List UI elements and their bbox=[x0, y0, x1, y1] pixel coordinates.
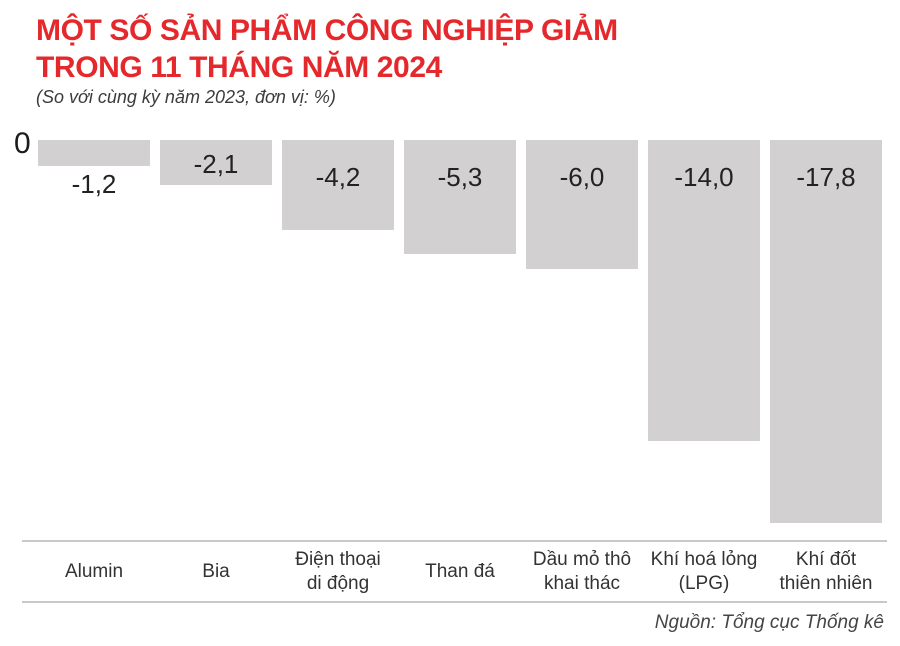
bar-2: -2,1 bbox=[160, 140, 272, 185]
chart-title-line1: MỘT SỐ SẢN PHẨM CÔNG NGHIỆP GIẢM bbox=[36, 14, 618, 47]
y-axis-zero-label: 0 bbox=[14, 127, 31, 160]
category-label-2: Bia bbox=[202, 560, 230, 582]
chart-title: MỘT SỐ SẢN PHẨM CÔNG NGHIỆP GIẢM TRONG 1… bbox=[36, 12, 618, 86]
bar-1: -1,2 bbox=[38, 140, 150, 199]
bar-7: -17,8 bbox=[770, 140, 882, 523]
x-axis-band: Alumin Bia Điện thoại di động Than đá Dầu mỏ… bbox=[22, 540, 887, 603]
bar-6: -14,0 bbox=[648, 140, 760, 441]
chart-title-line2: TRONG 11 THÁNG NĂM 2024 bbox=[36, 51, 442, 84]
bar-value-label: -6,0 bbox=[559, 162, 605, 192]
bar-3: -4,2 bbox=[282, 140, 394, 230]
bar-value-label: -5,3 bbox=[437, 162, 483, 192]
category-label-7: Khí đốt thiên nhiên bbox=[779, 548, 873, 594]
category-label-1: Alumin bbox=[64, 560, 124, 582]
category-label-5: Dầu mỏ thô khai thác bbox=[532, 548, 632, 594]
category-label-6: Khí hoá lỏng (LPG) bbox=[650, 548, 758, 594]
bar-value-label: -4,2 bbox=[315, 162, 361, 192]
source-credit: Nguồn: Tổng cục Thống kê bbox=[654, 612, 884, 633]
bar-4: -5,3 bbox=[404, 140, 516, 254]
bar-5: -6,0 bbox=[526, 140, 638, 269]
bar-value-label: -2,1 bbox=[193, 149, 239, 179]
category-label-4: Than đá bbox=[425, 560, 495, 582]
x-axis-category-row: Alumin Bia Điện thoại di động Than đá Dầu mỏ… bbox=[38, 542, 882, 601]
category-label-3: Điện thoại di động bbox=[295, 548, 381, 594]
bar-value-label: -1,2 bbox=[71, 169, 117, 199]
bar-value-label: -17,8 bbox=[796, 162, 856, 192]
chart-subtitle: (So với cùng kỳ năm 2023, đơn vị: %) bbox=[36, 87, 336, 107]
bar-value-label: -14,0 bbox=[674, 162, 734, 192]
bar-chart-plot-area: -1,2 -2,1 -4,2 -5,3 -6,0 -14,0 -17,8 bbox=[38, 140, 882, 523]
